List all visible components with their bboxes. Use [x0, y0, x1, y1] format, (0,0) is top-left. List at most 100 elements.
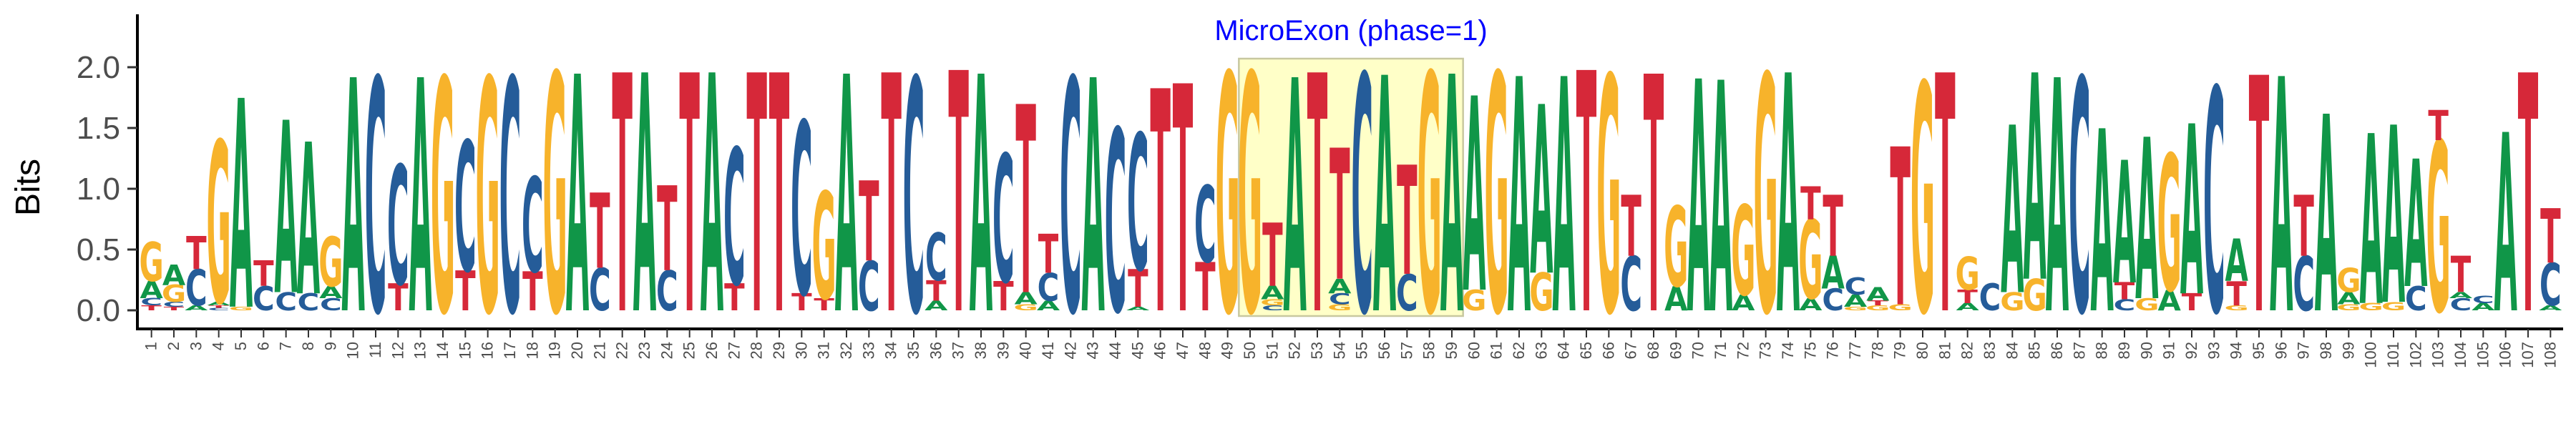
x-tick-label: 79: [1891, 342, 1909, 359]
logo-letter: T: [1890, 103, 1910, 355]
logo-letter: A: [2001, 79, 2024, 347]
logo-column: TC: [1194, 165, 1216, 327]
logo-column: T: [948, 5, 969, 389]
logo-letter: G: [162, 280, 186, 307]
x-tick-label: 86: [2048, 342, 2066, 359]
logo-letter: G: [1798, 199, 1823, 325]
x-tick-label: 76: [1824, 342, 1842, 359]
logo-letter: A: [2091, 79, 2114, 370]
logo-letter: C: [2203, 26, 2225, 383]
x-tick-label: 75: [1801, 342, 1819, 359]
x-tick-label: 28: [748, 342, 766, 359]
logo-letter: G: [1731, 180, 1755, 324]
logo-column: TC: [791, 74, 813, 350]
logo-column: CT: [1620, 179, 1642, 328]
logo-letter: G: [2336, 303, 2361, 312]
x-tick-label: 41: [1039, 342, 1057, 359]
x-tick-label: 92: [2182, 342, 2200, 359]
logo-letter: G: [1911, 21, 1935, 385]
logo-column: ACT: [185, 227, 208, 317]
y-tick-label: 1.5: [77, 111, 120, 146]
logo-letter: C: [1194, 165, 1216, 287]
logo-letter: C: [208, 307, 230, 311]
logo-letter: T: [612, 9, 633, 388]
logo-column: TC: [992, 119, 1015, 322]
logo-letter: C: [1262, 305, 1284, 312]
logo-letter: A: [275, 72, 298, 348]
logo-letter: G: [1216, 9, 1240, 388]
logo-letter: A: [2337, 289, 2360, 308]
logo-letter: G: [812, 162, 836, 332]
x-tick-label: 62: [1510, 342, 1528, 359]
logo-letter: G: [2023, 271, 2047, 321]
logo-column: CAT: [2449, 246, 2473, 314]
logo-letter: G: [1462, 284, 1486, 317]
x-tick-label: 95: [2250, 342, 2268, 359]
logo-letter: A: [2449, 291, 2473, 300]
logo-letter: T: [186, 227, 207, 280]
logo-letter: A: [1015, 289, 1038, 308]
logo-letter: T: [1128, 259, 1148, 319]
logo-letter: A: [2113, 126, 2136, 322]
logo-column: C: [2069, 14, 2091, 386]
logo-letter: A: [2360, 87, 2383, 358]
logo-column: GA: [229, 42, 253, 375]
x-tick-label: 52: [1286, 342, 1304, 359]
logo-column: C: [1060, 14, 1082, 386]
logo-letter: A: [2023, 17, 2046, 346]
logo-letter: G: [1843, 306, 1868, 312]
logo-column: GA: [1462, 42, 1486, 352]
logo-letter: T: [164, 306, 185, 312]
logo-letter: A: [835, 10, 859, 388]
logo-column: A: [1687, 15, 1711, 385]
x-tick-label: 45: [1128, 342, 1146, 359]
logo-column: T: [1150, 29, 1171, 383]
logo-letter: T: [1038, 224, 1058, 285]
x-tick-label: 83: [1981, 342, 1999, 359]
axes: Bits 0.00.51.01.52.0 1 2 3 4 5 6 7 8 9 10 11 12 13 14…: [9, 14, 2563, 368]
logo-letter: A: [2404, 124, 2427, 327]
logo-letter: C: [1105, 79, 1127, 370]
x-tick-label: 30: [792, 342, 810, 359]
logo-letter: C: [925, 220, 947, 296]
logo-column: CT: [253, 254, 275, 319]
x-tick-label: 85: [2026, 342, 2044, 359]
logo-column: A: [835, 10, 859, 388]
logo-column: CAG: [318, 224, 343, 314]
logo-letter: A: [1037, 298, 1060, 314]
logo-letter: C: [1396, 265, 1418, 322]
logo-letter: C: [185, 260, 208, 317]
logo-column: GTA: [2225, 228, 2249, 314]
logo-column: G: [1216, 9, 1240, 388]
logo-letter: T: [1823, 179, 1843, 276]
x-tick-label: 49: [1219, 342, 1236, 359]
x-tick-label: 103: [2429, 342, 2447, 368]
logo-column: T: [1644, 10, 1664, 388]
logo-letter: C: [1351, 10, 1373, 388]
logo-column: ATG: [1956, 247, 1980, 312]
logo-letter: G: [140, 232, 164, 294]
logo-column: A: [566, 10, 590, 388]
logo-column: G: [1911, 21, 1935, 385]
logo-column: C: [365, 14, 387, 386]
y-tick-label: 1.0: [77, 172, 120, 207]
logo-letter: T: [948, 5, 969, 389]
logo-letter: G: [2359, 301, 2384, 312]
logo-letter: G: [1327, 303, 1352, 312]
logo-column: A: [1709, 17, 1733, 385]
logo-letter: A: [701, 9, 724, 388]
logo-letter: G: [2225, 305, 2249, 312]
logo-letter: T: [746, 9, 767, 388]
logo-letter: T: [769, 9, 790, 388]
x-tick-label: 84: [2003, 342, 2021, 359]
logo-column: T: [679, 9, 700, 388]
logo-column: ACT: [2539, 193, 2562, 320]
logo-column: A: [633, 9, 657, 388]
logo-column: C: [2203, 26, 2225, 383]
x-tick-label: 35: [904, 342, 922, 359]
x-tick-label: 24: [658, 342, 675, 359]
logo-column: A: [2046, 14, 2069, 386]
logo-letter: A: [1552, 14, 1576, 387]
logo-letter: A: [319, 283, 342, 302]
